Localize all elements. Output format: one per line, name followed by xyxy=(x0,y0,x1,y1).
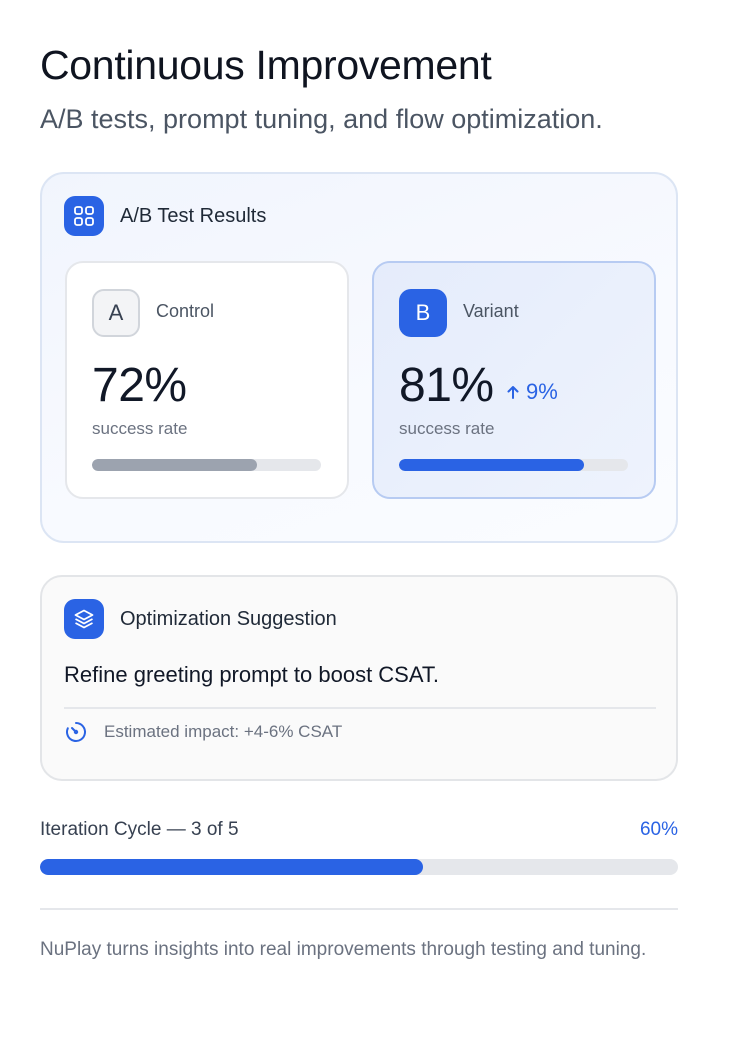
variant-value: 81% xyxy=(399,359,494,412)
control-progress-track xyxy=(92,459,321,471)
estimated-impact: Estimated impact: +4-6% CSAT xyxy=(64,718,342,746)
grid-icon xyxy=(64,196,104,236)
ab-test-panel: A/B Test Results A Control 72% success r… xyxy=(40,172,678,543)
page-title: Continuous Improvement xyxy=(40,42,492,88)
variant-progress-track xyxy=(399,459,628,471)
suggestion-title: Optimization Suggestion xyxy=(120,607,337,630)
footer-divider xyxy=(40,908,678,910)
variant-badge: B xyxy=(399,289,447,337)
iteration-label: Iteration Cycle — 3 of 5 xyxy=(40,819,239,840)
control-progress-fill xyxy=(92,459,257,471)
variant-delta: 9% xyxy=(506,379,558,405)
variant-progress-fill xyxy=(399,459,585,471)
control-badge: A xyxy=(92,289,140,337)
estimated-impact-text: Estimated impact: +4-6% CSAT xyxy=(104,722,343,741)
control-caption: success rate xyxy=(92,419,188,438)
control-card: A Control 72% success rate xyxy=(65,261,349,499)
variant-delta-value: 9% xyxy=(526,379,558,404)
arrow-up-icon xyxy=(507,386,519,399)
optimization-suggestion-panel: Optimization Suggestion Refine greeting … xyxy=(40,575,678,781)
iteration-percent: 60% xyxy=(639,819,678,840)
control-name: Control xyxy=(156,301,215,321)
variant-caption: success rate xyxy=(399,419,495,438)
ab-test-header: A/B Test Results xyxy=(64,196,266,236)
gauge-icon xyxy=(66,722,86,742)
suggestion-header: Optimization Suggestion xyxy=(64,599,337,639)
layers-icon xyxy=(64,599,104,639)
footer-text: NuPlay turns insights into real improvem… xyxy=(40,939,647,960)
suggestion-divider xyxy=(64,707,656,709)
variant-name: Variant xyxy=(463,301,519,321)
suggestion-text: Refine greeting prompt to boost CSAT. xyxy=(64,662,440,687)
iteration-progress-fill xyxy=(40,859,423,875)
page-subtitle: A/B tests, prompt tuning, and flow optim… xyxy=(40,104,603,134)
ab-test-title: A/B Test Results xyxy=(120,204,267,227)
control-value: 72% xyxy=(92,359,187,412)
iteration-progress-track xyxy=(40,859,678,875)
variant-card: B Variant 81% 9% success rate xyxy=(372,261,656,499)
